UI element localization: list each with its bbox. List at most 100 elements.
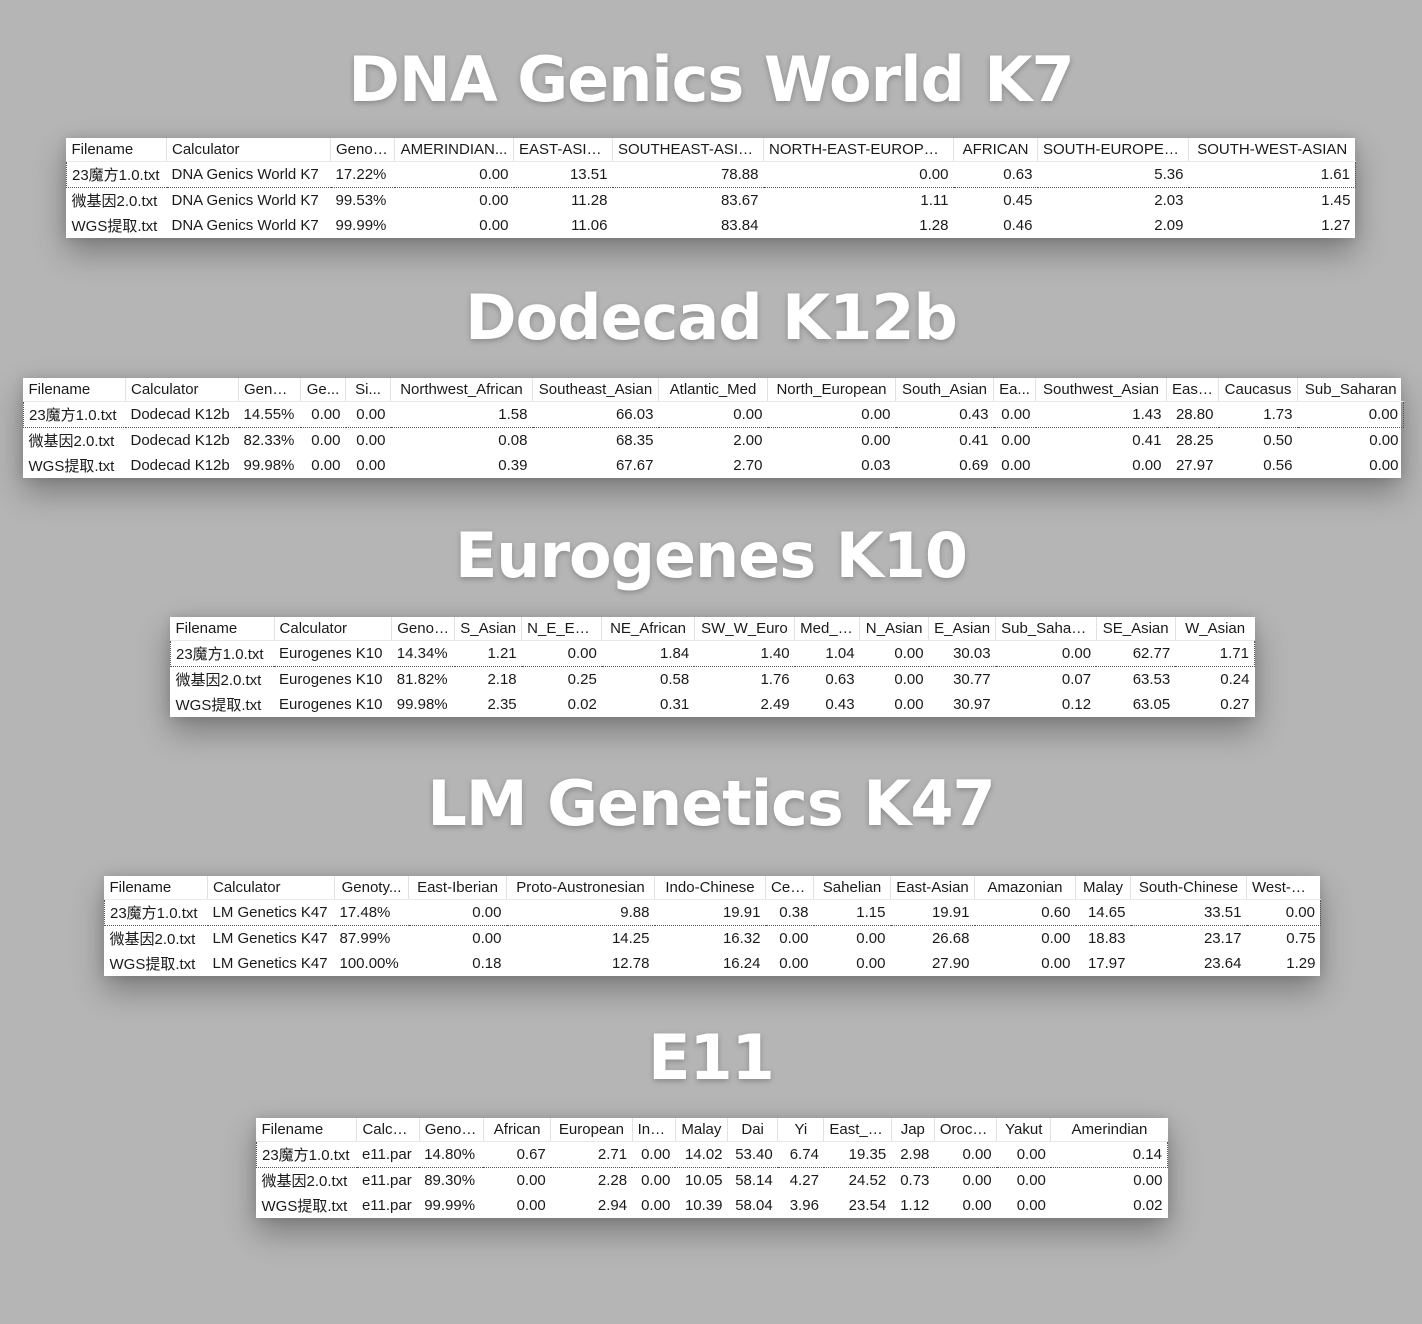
column-header-ne-african[interactable]: NE_African xyxy=(601,617,695,641)
column-header-filename[interactable]: Filename xyxy=(256,1118,358,1142)
table-cell: 99.98% xyxy=(243,457,295,474)
column-header-east-asian[interactable]: East_Asian xyxy=(823,1118,892,1142)
column-header-indo-chinese[interactable]: Indo-Chinese xyxy=(654,876,766,900)
column-header-african[interactable]: AFRICAN xyxy=(953,138,1038,162)
column-header-northwest-african[interactable]: Northwest_African xyxy=(390,378,533,402)
column-header-yakut[interactable]: Yakut xyxy=(996,1118,1052,1142)
table-row[interactable]: 微基因2.0.txt DNA Genics World K7 99.53% 0.00 1… xyxy=(67,188,1356,214)
table-row[interactable]: 微基因2.0.txt e11.par 89.30% 0.00 2.28 0.00 10.05… xyxy=(257,1168,1168,1194)
table-cell: 16.24 xyxy=(722,955,761,972)
column-header-india[interactable]: India xyxy=(632,1118,676,1142)
table-row[interactable]: WGS提取.txt Dodecad K12b 99.98% 0.00 0.00 0.39 6… xyxy=(24,453,1404,478)
column-header-si[interactable]: Si... xyxy=(345,378,391,402)
column-header-sub-saharan[interactable]: Sub_Saharan xyxy=(995,617,1097,641)
table-cell: 0.75 xyxy=(1286,930,1316,947)
column-header-east[interactable]: East... xyxy=(1166,378,1219,402)
column-header-southeast-asian[interactable]: Southeast_Asian xyxy=(532,378,659,402)
table-cell: 0.00 xyxy=(763,161,954,188)
column-header-caucasus[interactable]: Caucasus xyxy=(1218,378,1298,402)
column-header-african[interactable]: African xyxy=(483,1118,552,1142)
table-row[interactable]: 23魔方1.0.txt DNA Genics World K7 17.22% 0.00… xyxy=(66,161,1356,188)
column-header-north-east-europea[interactable]: NORTH-EAST-EUROPEA... xyxy=(763,138,954,162)
column-header-calculator[interactable]: Calculator xyxy=(274,617,393,641)
column-header-atlantic-med[interactable]: Atlantic_Med xyxy=(658,378,768,402)
column-header-sw-w-euro[interactable]: SW_W_Euro xyxy=(694,617,796,641)
column-header-s-asian[interactable]: S_Asian xyxy=(454,617,523,641)
table-cell: 0.00 xyxy=(521,640,602,667)
table-cell: 63.53 xyxy=(1132,671,1171,688)
column-header-west-med[interactable]: West-Med xyxy=(1246,876,1321,900)
column-header-southeast-asian[interactable]: SOUTHEAST-ASIAN xyxy=(612,138,764,162)
table-cell: 0.69 xyxy=(959,457,989,474)
column-header-european[interactable]: European xyxy=(550,1118,633,1142)
column-header-n-asian[interactable]: N_Asian xyxy=(859,617,930,641)
column-header-south-european[interactable]: SOUTH-EUROPEAN xyxy=(1037,138,1189,162)
column-header-row: Filename Calculator Genoty... East-Iberian P… xyxy=(104,876,1321,900)
column-header-yi[interactable]: Yi xyxy=(777,1118,825,1142)
column-header-med-me[interactable]: Med_ME xyxy=(794,617,861,641)
column-header-sub-saharan[interactable]: Sub_Saharan xyxy=(1297,378,1404,402)
column-header-amerindian[interactable]: AMERINDIAN... xyxy=(394,138,514,162)
column-header-filename[interactable]: Filename xyxy=(170,617,275,641)
column-header-amazonian[interactable]: Amazonian xyxy=(974,876,1076,900)
column-header-genoty[interactable]: Genoty... xyxy=(334,876,409,900)
column-header-genot[interactable]: Genot... xyxy=(419,1118,484,1142)
table-row[interactable]: WGS提取.txt DNA Genics World K7 99.99% 0.00 11… xyxy=(67,213,1356,238)
table-cell: 2.03 xyxy=(1154,192,1184,209)
filename-cell: WGS提取.txt xyxy=(109,956,196,973)
table-cell: 19.91 xyxy=(890,899,975,926)
column-header-malay[interactable]: Malay xyxy=(675,1118,729,1142)
calculator-cell: Eurogenes K10 xyxy=(279,671,383,688)
column-header-proto-austronesian[interactable]: Proto-Austronesian xyxy=(506,876,655,900)
table-row[interactable]: 微基因2.0.txt Dodecad K12b 82.33% 0.00 0.00 0.08… xyxy=(24,428,1404,454)
column-header-southwest-asian[interactable]: Southwest_Asian xyxy=(1035,378,1167,402)
column-header-malay[interactable]: Malay xyxy=(1075,876,1131,900)
column-header-jap[interactable]: Jap xyxy=(891,1118,935,1142)
column-header-calcul[interactable]: Calcul... xyxy=(356,1118,420,1142)
table-row[interactable]: 23魔方1.0.txt e11.par 14.80% 0.67 2.71 0.00 14.0… xyxy=(255,1141,1168,1168)
table-row[interactable]: 23魔方1.0.txt Dodecad K12b 14.55% 0.00 0.00 1.5… xyxy=(23,401,1404,428)
table-row[interactable]: 23魔方1.0.txt Eurogenes K10 14.34% 1.21 0.00 1.… xyxy=(170,640,1256,667)
column-header-genot[interactable]: Genot... xyxy=(330,138,395,162)
column-header-calculator[interactable]: Calculator xyxy=(207,876,335,900)
column-header-genot[interactable]: Genot... xyxy=(391,617,456,641)
table-row[interactable]: WGS提取.txt LM Genetics K47 100.00% 0.18 12.78… xyxy=(105,951,1321,976)
table-cell: 0.00 xyxy=(1041,955,1071,972)
column-header-south-asian[interactable]: South_Asian xyxy=(895,378,994,402)
table-row[interactable]: 23魔方1.0.txt LM Genetics K47 17.48% 0.00 9.88… xyxy=(104,899,1321,926)
column-header-calculator[interactable]: Calculator xyxy=(125,378,239,402)
table-cell: 0.00 xyxy=(641,1172,671,1189)
column-header-filename[interactable]: Filename xyxy=(66,138,167,162)
column-header-genot[interactable]: Genot... xyxy=(238,378,301,402)
table-row[interactable]: WGS提取.txt e11.par 99.99% 0.00 2.94 0.00 10.39 5… xyxy=(257,1193,1168,1218)
column-header-north-european[interactable]: North_European xyxy=(767,378,896,402)
column-header-filename[interactable]: Filename xyxy=(104,876,208,900)
column-header-e-asian[interactable]: E_Asian xyxy=(928,617,997,641)
column-header-orochun[interactable]: Orochun xyxy=(934,1118,998,1142)
table-cell: 1.27 xyxy=(1321,217,1351,234)
table-cell: 19.91 xyxy=(654,899,766,926)
column-header-amerindian[interactable]: Amerindian xyxy=(1050,1118,1168,1142)
table-cell: 100.00% xyxy=(339,955,399,972)
table-cell: 62.77 xyxy=(1096,640,1176,667)
column-header-w-asian[interactable]: W_Asian xyxy=(1175,617,1255,641)
table-row[interactable]: 微基因2.0.txt Eurogenes K10 81.82% 2.18 0.25 0.5… xyxy=(171,667,1255,693)
column-header-ea[interactable]: Ea... xyxy=(993,378,1036,402)
column-header-east-iberian[interactable]: East-Iberian xyxy=(408,876,507,900)
column-header-filename[interactable]: Filename xyxy=(23,378,126,402)
column-header-ge[interactable]: Ge... xyxy=(300,378,346,402)
column-header-east-asian[interactable]: EAST-ASIAN xyxy=(513,138,613,162)
column-header-south-chinese[interactable]: South-Chinese xyxy=(1130,876,1247,900)
column-header-se-asian[interactable]: SE_Asian xyxy=(1096,617,1176,641)
table-cell: 0.45 xyxy=(1003,192,1033,209)
column-header-celtic[interactable]: Celtic xyxy=(765,876,814,900)
table-row[interactable]: 微基因2.0.txt LM Genetics K47 87.99% 0.00 14.25… xyxy=(105,926,1321,952)
column-header-calculator[interactable]: Calculator xyxy=(166,138,331,162)
column-header-sahelian[interactable]: Sahelian xyxy=(813,876,891,900)
column-header-n-e-euro[interactable]: N_E_Euro xyxy=(521,617,603,641)
column-header-south-west-asian[interactable]: SOUTH-WEST-ASIAN xyxy=(1188,138,1356,162)
table-cell: 0.24 xyxy=(1220,671,1250,688)
column-header-dai[interactable]: Dai xyxy=(727,1118,779,1142)
column-header-east-asian[interactable]: East-Asian xyxy=(890,876,975,900)
table-row[interactable]: WGS提取.txt Eurogenes K10 99.98% 2.35 0.02 0.31… xyxy=(171,692,1255,717)
